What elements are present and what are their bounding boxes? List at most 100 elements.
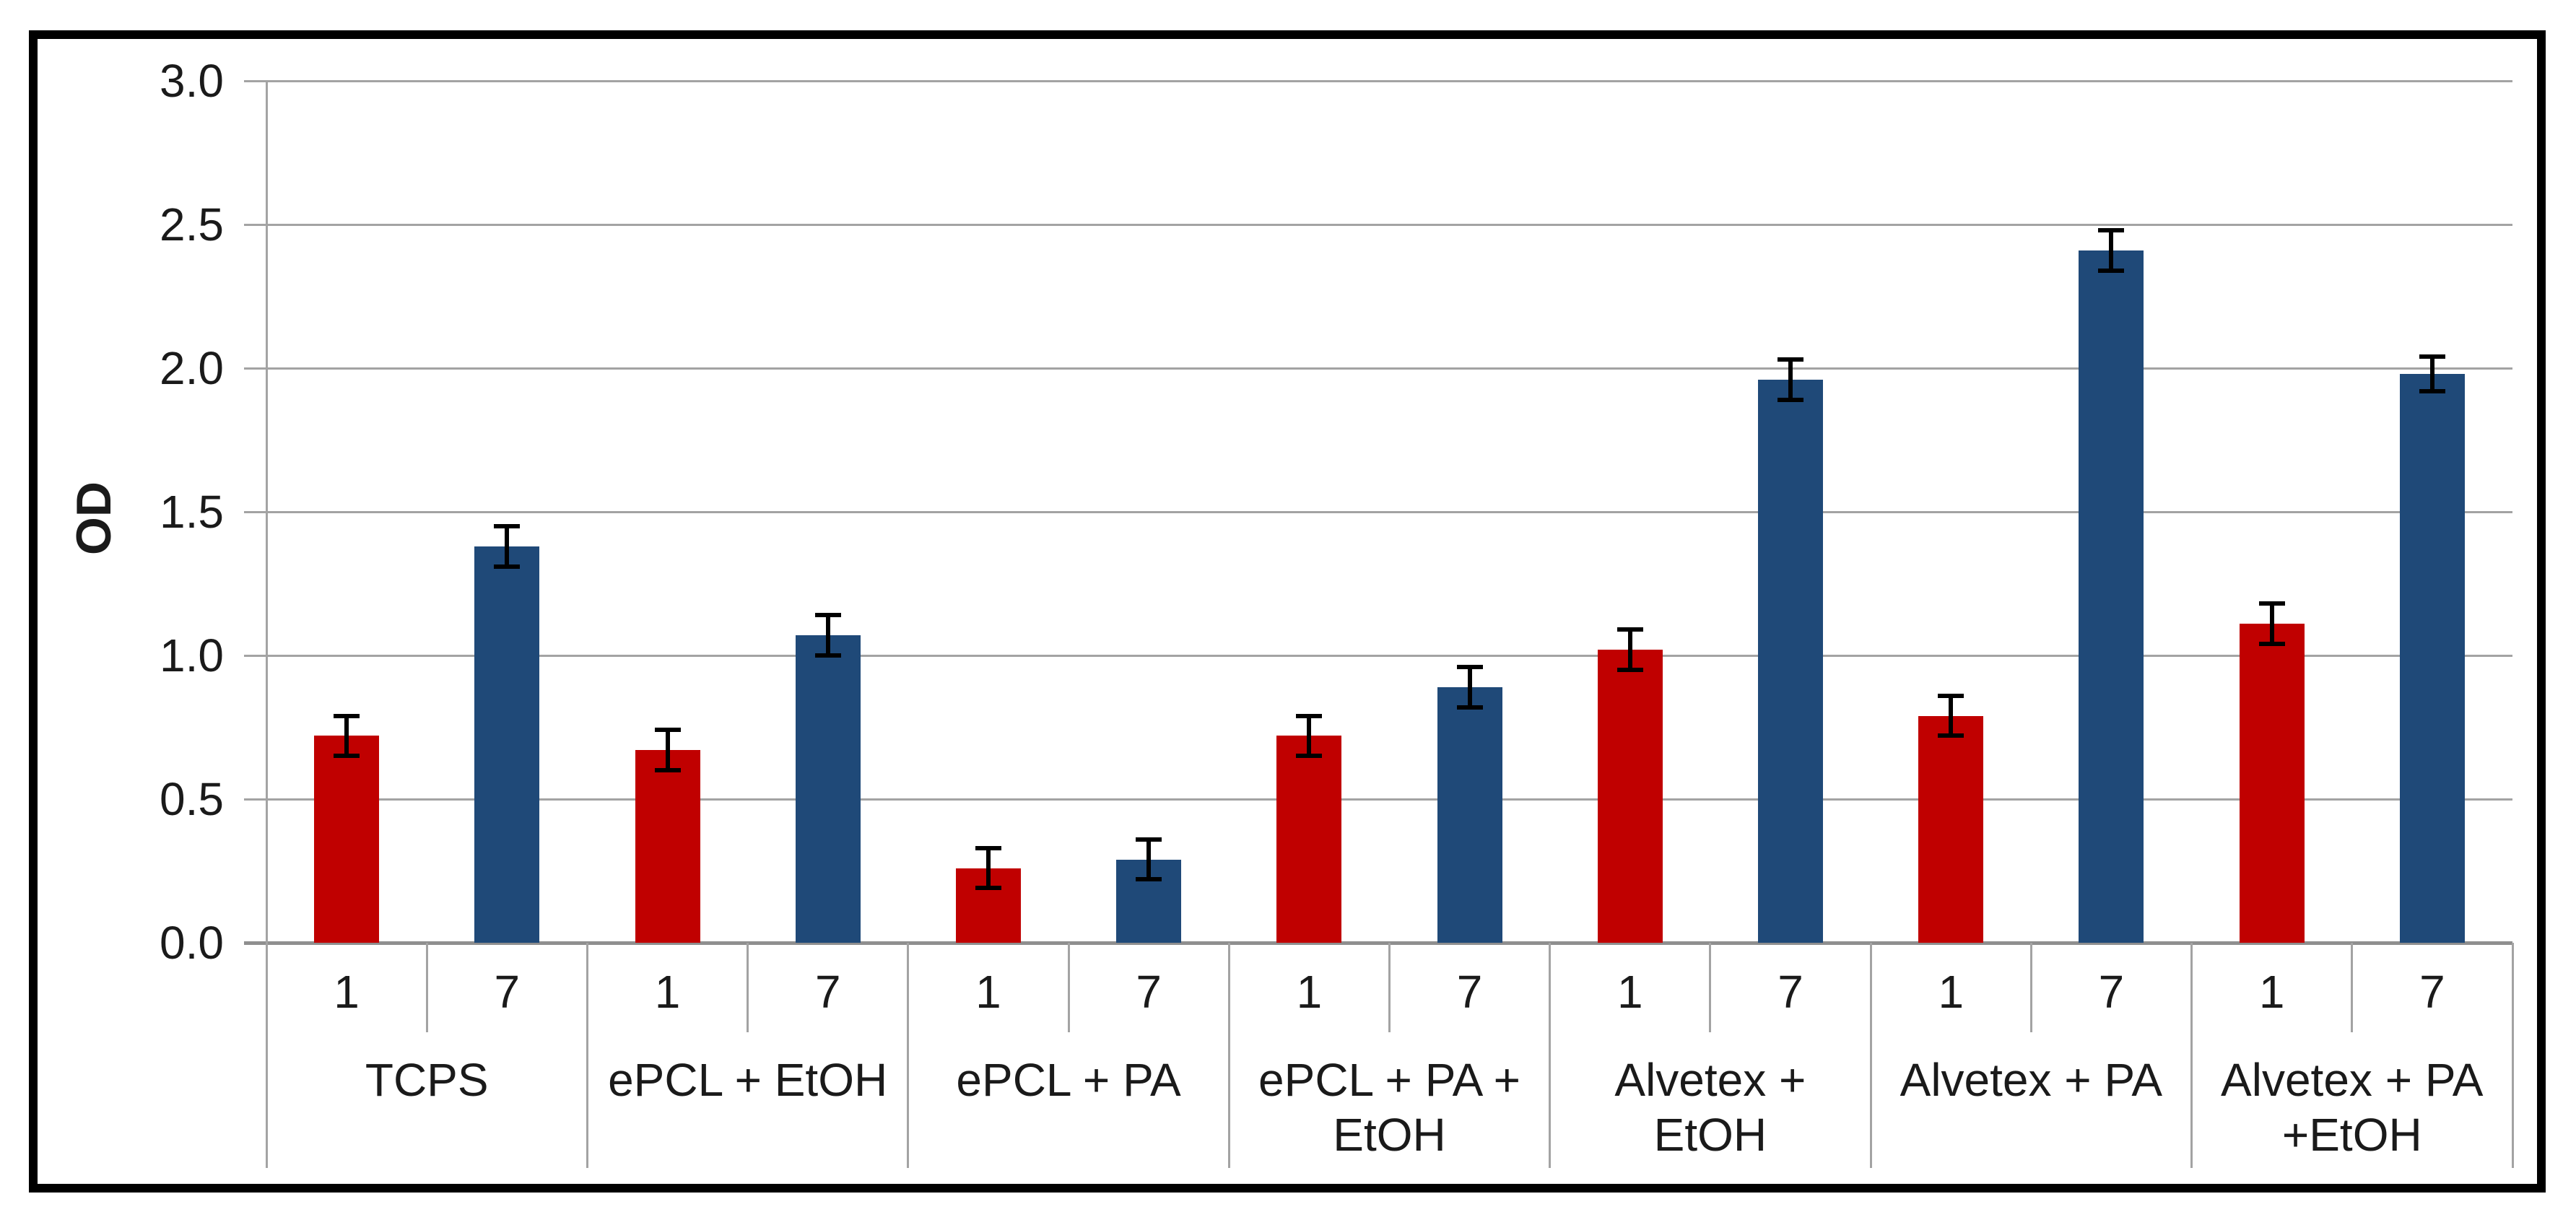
gridline bbox=[244, 224, 2512, 226]
error-bar-top-cap bbox=[1136, 837, 1162, 842]
error-bar-top-cap bbox=[2258, 601, 2285, 606]
group-label-line: TCPS bbox=[365, 1054, 489, 1106]
group-label-line: ePCL + PA + bbox=[1258, 1054, 1520, 1106]
bar bbox=[1437, 686, 1502, 943]
group-label: ePCL + EtOH bbox=[590, 1052, 905, 1107]
error-bar-top-cap bbox=[2419, 354, 2445, 359]
error-bar bbox=[825, 615, 830, 655]
day-label: 7 bbox=[494, 966, 521, 1018]
error-bar bbox=[505, 526, 510, 567]
day-label: 1 bbox=[975, 966, 1001, 1018]
day-label: 1 bbox=[654, 966, 681, 1018]
error-bar-top-cap bbox=[814, 613, 841, 618]
error-bar bbox=[1788, 359, 1793, 400]
day-label: 7 bbox=[2419, 966, 2445, 1018]
group-label-line: EtOH bbox=[1333, 1109, 1446, 1161]
day-label: 1 bbox=[2258, 966, 2285, 1018]
y-tick-label: 3.0 bbox=[160, 55, 224, 107]
group-label: TCPS bbox=[269, 1052, 584, 1107]
day-label: 7 bbox=[1456, 966, 1483, 1018]
subgroup-separator bbox=[2351, 943, 2354, 1032]
error-bar-top-cap bbox=[654, 728, 681, 733]
gridline bbox=[244, 80, 2512, 82]
error-bar bbox=[1307, 715, 1312, 757]
group-label-line: Alvetex + bbox=[1614, 1054, 1806, 1106]
error-bar-bottom-cap bbox=[1777, 397, 1804, 402]
subgroup-separator bbox=[425, 943, 428, 1032]
error-bar-top-cap bbox=[334, 713, 360, 718]
error-bar-bottom-cap bbox=[2419, 388, 2445, 393]
error-bar-bottom-cap bbox=[1456, 705, 1483, 710]
y-tick-label: 1.0 bbox=[160, 629, 224, 681]
gridline bbox=[244, 511, 2512, 513]
bar bbox=[474, 546, 540, 943]
error-bar-top-cap bbox=[1296, 713, 1323, 718]
x-axis-line bbox=[244, 941, 2512, 945]
subgroup-separator bbox=[1709, 943, 1712, 1032]
group-separator bbox=[2511, 943, 2514, 1168]
bar bbox=[314, 736, 380, 943]
gridline bbox=[244, 655, 2512, 657]
group-label-line: ePCL + EtOH bbox=[608, 1054, 888, 1106]
y-tick-label: 0.5 bbox=[160, 773, 224, 825]
subgroup-separator bbox=[1067, 943, 1070, 1032]
y-tick-label: 2.5 bbox=[160, 199, 224, 250]
error-bar bbox=[2109, 230, 2114, 271]
bar bbox=[2239, 624, 2305, 943]
error-bar bbox=[1146, 839, 1152, 880]
error-bar-bottom-cap bbox=[654, 768, 681, 773]
group-label-line: EtOH bbox=[1653, 1109, 1767, 1161]
error-bar bbox=[1467, 666, 1472, 707]
group-separator bbox=[907, 943, 910, 1168]
bar bbox=[1276, 736, 1342, 943]
error-bar bbox=[1949, 695, 1954, 736]
group-separator bbox=[1549, 943, 1552, 1168]
bar bbox=[1597, 650, 1663, 943]
error-bar-bottom-cap bbox=[814, 653, 841, 658]
group-label: ePCL + PA + EtOH bbox=[1232, 1052, 1546, 1162]
error-bar bbox=[2269, 603, 2274, 645]
group-separator bbox=[1869, 943, 1872, 1168]
group-label: ePCL + PA bbox=[911, 1052, 1226, 1107]
subgroup-separator bbox=[747, 943, 749, 1032]
y-tick-label: 2.0 bbox=[160, 342, 224, 394]
group-label: Alvetex + PA +EtOH bbox=[2195, 1052, 2510, 1162]
group-separator bbox=[2190, 943, 2193, 1168]
group-label-line: Alvetex + PA bbox=[2221, 1054, 2484, 1106]
error-bar-bottom-cap bbox=[1136, 877, 1162, 882]
group-separator bbox=[265, 943, 268, 1168]
group-label-line: +EtOH bbox=[2281, 1109, 2422, 1161]
error-bar bbox=[344, 715, 349, 757]
group-label-line: Alvetex + PA bbox=[1900, 1054, 2163, 1106]
gridline bbox=[244, 798, 2512, 801]
group-separator bbox=[1227, 943, 1230, 1168]
group-label: Alvetex + EtOH bbox=[1553, 1052, 1868, 1162]
group-label: Alvetex + PA bbox=[1874, 1052, 2188, 1107]
bar bbox=[1918, 715, 1984, 943]
error-bar-bottom-cap bbox=[1296, 754, 1323, 759]
bar bbox=[1758, 379, 1824, 943]
error-bar-bottom-cap bbox=[494, 564, 521, 569]
group-separator bbox=[586, 943, 588, 1168]
bar bbox=[2079, 250, 2144, 943]
error-bar bbox=[985, 847, 991, 889]
y-axis-line bbox=[266, 81, 268, 943]
error-bar-top-cap bbox=[1938, 693, 1964, 698]
subgroup-separator bbox=[2029, 943, 2032, 1032]
error-bar-bottom-cap bbox=[975, 886, 1001, 891]
day-label: 1 bbox=[334, 966, 360, 1018]
error-bar-top-cap bbox=[1777, 357, 1804, 362]
error-bar-bottom-cap bbox=[1938, 733, 1964, 738]
group-label-line: ePCL + PA bbox=[956, 1054, 1181, 1106]
error-bar bbox=[2429, 357, 2434, 391]
day-label: 1 bbox=[1938, 966, 1964, 1018]
error-bar-bottom-cap bbox=[334, 754, 360, 759]
y-tick-label: 0.0 bbox=[160, 917, 224, 969]
bar bbox=[635, 750, 700, 943]
bar bbox=[795, 635, 861, 943]
day-label: 7 bbox=[814, 966, 841, 1018]
bar bbox=[2399, 373, 2465, 943]
error-bar-top-cap bbox=[975, 845, 1001, 850]
error-bar-top-cap bbox=[1616, 627, 1643, 632]
